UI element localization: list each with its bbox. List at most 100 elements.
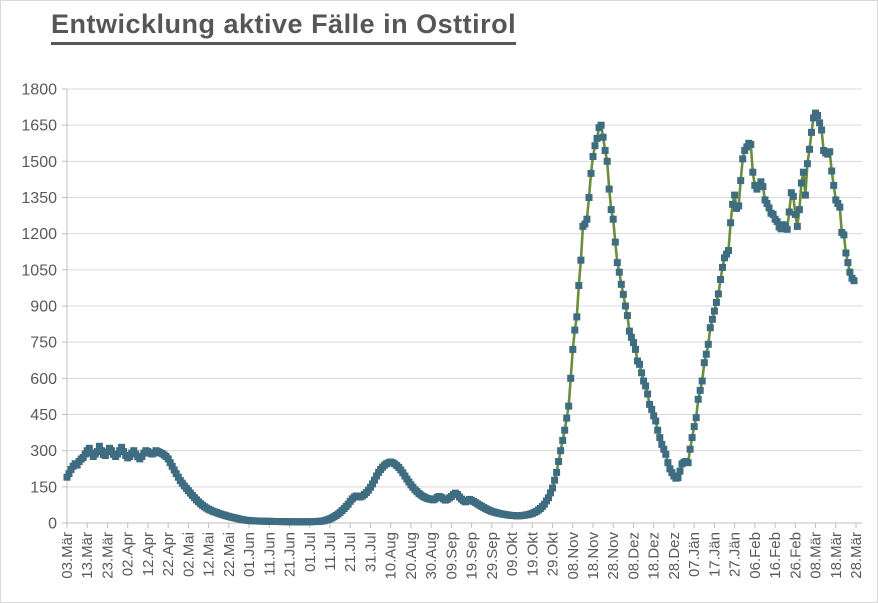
data-point-marker <box>844 259 852 267</box>
data-point-marker <box>627 333 635 341</box>
data-point-marker <box>621 302 629 310</box>
series-line <box>65 111 855 524</box>
data-point-marker <box>642 382 650 390</box>
data-point-marker <box>721 254 728 262</box>
data-point-marker <box>93 448 101 456</box>
x-tick-label: 29.Okt <box>545 531 562 576</box>
data-point-marker <box>674 474 682 482</box>
x-tick-label: 01.Jun <box>241 532 258 577</box>
data-point-marker <box>830 181 838 189</box>
data-point-marker <box>172 470 180 478</box>
data-point-marker <box>164 455 172 463</box>
data-point-marker <box>765 204 773 212</box>
x-tick-label: 16.Feb <box>767 532 784 579</box>
data-point-marker <box>717 276 724 283</box>
data-point-marker <box>741 147 749 154</box>
y-tick-label: 1200 <box>21 226 57 243</box>
data-point-marker <box>808 128 815 136</box>
data-point-marker <box>761 196 769 204</box>
x-tick-label: 29.Sep <box>484 532 501 580</box>
data-point-marker <box>97 447 105 455</box>
data-point-marker <box>553 468 561 476</box>
x-tick-label: 19.Sep <box>464 532 481 580</box>
y-tick-label: 1650 <box>21 118 57 135</box>
data-point-marker <box>63 473 71 481</box>
data-point-marker <box>611 238 619 246</box>
data-point-marker <box>577 256 585 264</box>
data-point-marker <box>591 142 599 150</box>
data-point-marker <box>787 189 795 197</box>
x-tick-label: 28.Dez <box>666 532 683 580</box>
data-point-marker <box>710 307 718 315</box>
data-point-marker <box>625 327 633 335</box>
data-point-marker <box>723 250 730 258</box>
data-point-marker <box>601 147 609 154</box>
x-tick-label: 21.Jul <box>342 532 359 572</box>
x-tick-label: 11.Jun <box>261 532 278 576</box>
data-point-marker <box>747 141 755 148</box>
data-point-marker <box>573 313 581 321</box>
data-point-marker <box>737 177 745 185</box>
data-point-marker <box>101 452 109 459</box>
x-tick-label: 08.Dez <box>625 532 642 580</box>
data-point-marker <box>166 459 174 467</box>
y-tick-label: 600 <box>30 371 57 388</box>
x-tick-label: 27.Jän <box>727 532 744 577</box>
data-point-marker <box>739 155 747 163</box>
data-point-marker <box>615 268 623 276</box>
data-point-marker <box>676 467 684 475</box>
data-point-marker <box>688 434 696 442</box>
data-point-marker <box>690 423 698 431</box>
x-tick-label: 17.Jän <box>706 532 723 577</box>
data-point-marker <box>834 200 842 207</box>
data-point-marker <box>769 210 777 218</box>
data-point-marker <box>763 200 771 207</box>
data-point-marker <box>593 134 601 142</box>
x-tick-label: 23.Mär <box>99 532 116 579</box>
x-tick-label: 01.Jul <box>302 532 319 572</box>
data-point-marker <box>599 133 607 141</box>
x-tick-label: 18.Nov <box>585 532 602 580</box>
data-point-marker <box>646 400 654 408</box>
data-point-marker <box>826 148 834 156</box>
x-tick-label: 19.Okt <box>524 531 541 576</box>
data-point-marker <box>104 448 111 456</box>
x-tick-label: 11.Jul <box>322 532 339 571</box>
data-point-marker <box>630 339 637 347</box>
data-point-marker <box>846 268 854 276</box>
data-point-marker <box>369 480 376 488</box>
x-tick-label: 09.Okt <box>504 531 521 576</box>
data-point-marker <box>585 194 593 201</box>
x-tick-label: 26.Feb <box>787 532 804 579</box>
data-point-marker <box>719 263 726 271</box>
data-point-marker <box>65 470 73 478</box>
data-point-marker <box>759 183 767 191</box>
data-point-marker <box>636 360 643 368</box>
data-point-marker <box>731 191 739 199</box>
x-tick-label: 18.Dez <box>646 532 663 580</box>
data-point-marker <box>797 179 805 187</box>
data-point-marker <box>373 472 380 480</box>
data-point-marker <box>789 192 797 200</box>
data-point-marker <box>609 215 617 223</box>
data-point-marker <box>708 315 716 323</box>
y-tick-label: 1050 <box>21 262 57 279</box>
data-point-marker <box>712 298 720 306</box>
y-tick-label: 1800 <box>21 82 57 99</box>
y-tick-label: 300 <box>30 443 57 460</box>
data-point-marker <box>753 185 761 193</box>
data-point-marker <box>684 459 692 467</box>
data-point-marker <box>799 168 807 176</box>
data-point-marker <box>85 444 93 452</box>
data-point-marker <box>704 340 712 348</box>
data-point-marker <box>571 326 579 334</box>
data-point-marker <box>607 206 615 214</box>
data-point-marker <box>773 218 781 226</box>
data-point-marker <box>658 440 666 448</box>
data-point-marker <box>735 202 743 210</box>
data-point-marker <box>692 414 700 422</box>
x-tick-label: 13.Mär <box>79 532 96 579</box>
data-point-marker <box>803 160 811 168</box>
data-point-marker <box>555 458 563 465</box>
data-point-marker <box>660 445 668 453</box>
